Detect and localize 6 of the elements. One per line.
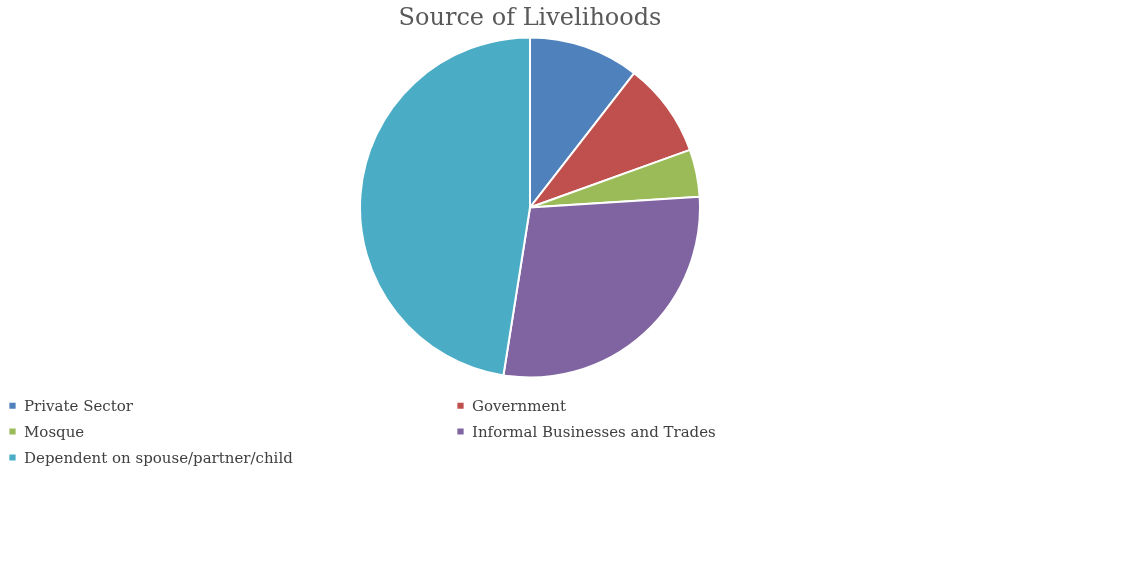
- chart-title: Source of Livelihoods: [398, 2, 662, 31]
- legend-label: Government: [472, 396, 566, 415]
- legend-label: Private Sector: [24, 396, 134, 415]
- legend-label: Informal Businesses and Trades: [472, 422, 716, 441]
- legend-label: Dependent on spouse/partner/child: [24, 448, 294, 467]
- legend-label: Mosque: [24, 422, 85, 441]
